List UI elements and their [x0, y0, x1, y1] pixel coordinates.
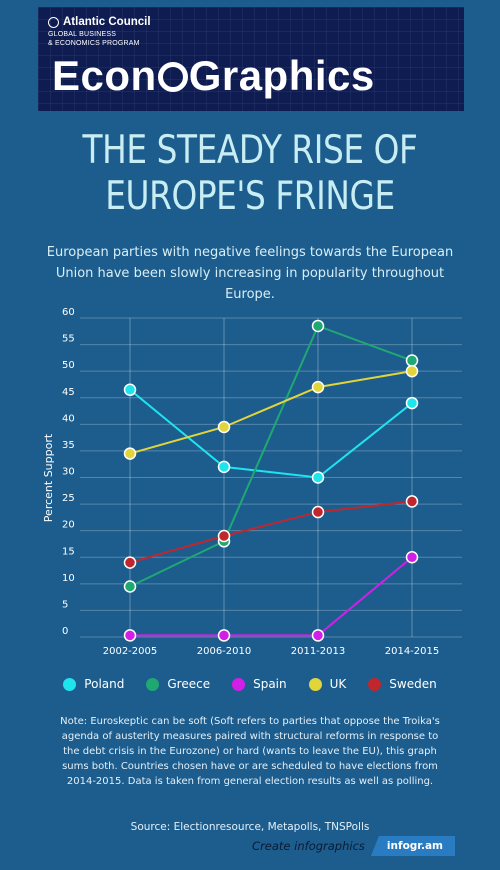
legend-swatch [368, 677, 382, 691]
chart-note: Note: Euroskeptic can be soft (Soft refe… [60, 716, 440, 787]
create-infographics-link[interactable]: Create infographics [252, 839, 365, 853]
legend-label: Greece [167, 677, 211, 691]
data-point-greece[interactable] [123, 580, 137, 593]
legend-item-greece[interactable]: Greece [146, 677, 210, 691]
chart-legend: Poland Greece Spain UK Sweden [0, 677, 500, 691]
x-tick-label: 2014-2015 [385, 646, 440, 657]
y-tick-label: 55 [62, 334, 75, 345]
series-line-poland [129, 389, 413, 479]
legend-swatch [308, 677, 322, 691]
x-tick-label: 2002-2005 [103, 646, 158, 657]
title-line-2: EUROPE'S FRINGE [105, 174, 395, 219]
y-tick-label: 20 [62, 520, 75, 531]
y-tick-label: 10 [62, 573, 75, 584]
chart-axes: 0 5 10 15 20 25 30 35 40 45 50 55 60 2002-2005 2006-20… [62, 307, 439, 657]
legend-item-sweden[interactable]: Sweden [368, 677, 437, 691]
data-point-poland[interactable] [405, 396, 419, 410]
legend-item-uk[interactable]: UK [308, 677, 347, 691]
org-name: Atlantic Council [63, 16, 151, 28]
brand-part-2: Graphics [188, 52, 375, 99]
legend-swatch [146, 677, 160, 691]
infogram-badge[interactable]: infogr.am [370, 836, 455, 856]
y-tick-label: 35 [62, 440, 75, 451]
y-axis-label: Percent Support [42, 433, 55, 522]
data-point-spain[interactable] [217, 629, 231, 642]
seal-icon [157, 62, 188, 92]
series-line-greece [129, 324, 413, 588]
chart-grid [80, 317, 462, 638]
page-subtitle: European parties with negative feelings … [46, 245, 454, 302]
brand-part-1: Econ [52, 52, 157, 99]
source-credit: Source: Electionresource, Metapolls, TNS… [130, 821, 370, 833]
y-tick-label: 45 [62, 387, 75, 398]
globe-icon [48, 16, 59, 28]
data-point-sweden[interactable] [217, 529, 231, 543]
legend-label: Sweden [389, 677, 437, 691]
line-chart: 0 5 10 15 20 25 30 35 40 45 50 55 60 2002-2005 2006-20… [42, 307, 462, 657]
data-point-spain[interactable] [123, 629, 137, 642]
data-point-spain[interactable] [311, 629, 325, 642]
legend-item-spain[interactable]: Spain [232, 677, 287, 691]
program-name: GLOBAL BUSINESS & ECONOMICS PROGRAM [48, 31, 140, 48]
x-tick-label: 2011-2013 [291, 646, 346, 657]
y-tick-label: 25 [62, 493, 75, 504]
chart-points [123, 319, 419, 642]
series-line-spain [130, 556, 413, 637]
brand-logo: Econ Graphics [52, 51, 375, 101]
data-point-uk[interactable] [123, 447, 137, 460]
data-point-poland[interactable] [311, 471, 325, 484]
data-point-spain[interactable] [405, 551, 419, 564]
legend-item-poland[interactable]: Poland [63, 677, 124, 691]
data-point-sweden[interactable] [405, 495, 419, 508]
y-tick-label: 30 [62, 467, 75, 478]
program-line-2: & ECONOMICS PROGRAM [48, 39, 140, 47]
title-line-1: THE STEADY RISE OF [82, 128, 418, 173]
series-line-uk [129, 370, 413, 455]
legend-label: Spain [253, 677, 287, 691]
legend-swatch [232, 677, 246, 691]
data-point-uk[interactable] [405, 364, 419, 378]
x-tick-label: 2006-2010 [197, 646, 252, 657]
org-logo: Atlantic Council [48, 16, 151, 28]
chart-lines [129, 324, 413, 637]
y-tick-label: 5 [62, 599, 68, 610]
data-point-poland[interactable] [217, 460, 231, 474]
legend-label: Poland [84, 677, 125, 691]
data-point-poland[interactable] [123, 383, 137, 397]
y-tick-label: 40 [62, 413, 75, 424]
legend-label: UK [329, 677, 347, 691]
data-point-uk[interactable] [311, 380, 325, 394]
data-point-sweden[interactable] [311, 505, 325, 519]
data-point-greece[interactable] [311, 319, 325, 333]
header-banner: Atlantic Council GLOBAL BUSINESS & ECONO… [38, 7, 464, 111]
page-title: THE STEADY RISE OF EUROPE'S FRINGE [40, 128, 460, 220]
data-point-sweden[interactable] [123, 556, 137, 569]
y-tick-label: 50 [62, 360, 75, 371]
legend-swatch [63, 677, 77, 691]
data-point-greece[interactable] [405, 354, 419, 367]
series-line-sweden [129, 500, 413, 564]
footer: Create infographics infogr.am [252, 836, 455, 856]
program-line-1: GLOBAL BUSINESS [48, 31, 117, 38]
data-point-uk[interactable] [217, 420, 231, 434]
y-tick-label: 0 [62, 626, 68, 637]
y-tick-label: 15 [62, 546, 75, 557]
y-tick-label: 60 [62, 307, 75, 318]
